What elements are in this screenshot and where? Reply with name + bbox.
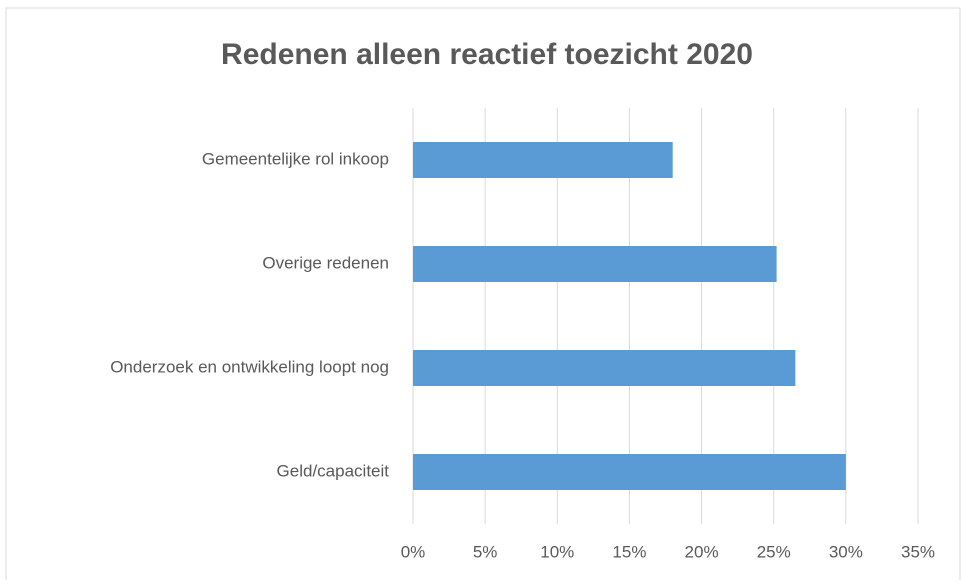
x-tick-label: 20% — [685, 542, 719, 561]
x-tick-label: 30% — [829, 542, 863, 561]
y-tick-label: Gemeentelijke rol inkoop — [202, 149, 389, 168]
chart-title: Redenen alleen reactief toezicht 2020 — [221, 38, 753, 71]
x-tick-label: 35% — [901, 542, 935, 561]
y-tick-label: Geld/capaciteit — [277, 461, 390, 480]
bar — [413, 142, 673, 178]
x-tick-label: 5% — [473, 542, 498, 561]
chart-border — [5, 7, 961, 585]
y-tick-label: Overige redenen — [262, 253, 389, 272]
bar — [413, 350, 796, 386]
x-tick-label: 0% — [401, 542, 426, 561]
x-tick-label: 15% — [612, 542, 646, 561]
bar — [413, 454, 846, 490]
y-tick-label: Onderzoek en ontwikkeling loopt nog — [110, 357, 389, 376]
x-tick-label: 10% — [540, 542, 574, 561]
bar — [413, 246, 777, 282]
x-tick-label: 25% — [757, 542, 791, 561]
